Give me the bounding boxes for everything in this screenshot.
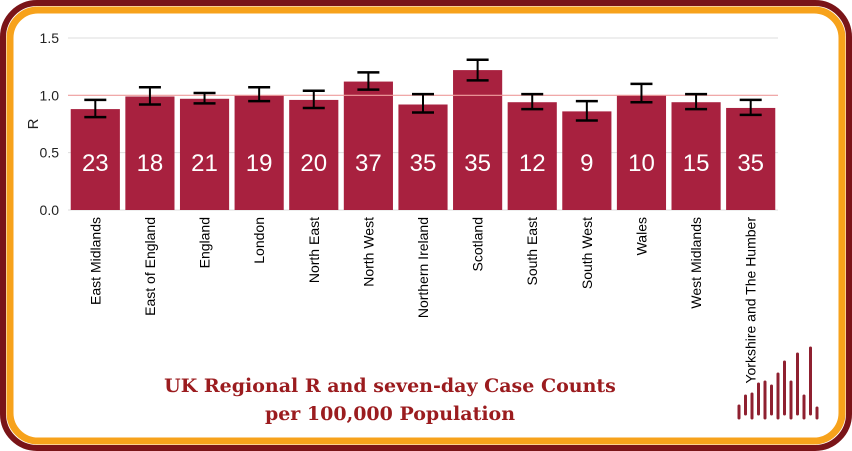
y-tick-label: 0.5 (40, 145, 60, 161)
bar (289, 99, 339, 210)
error-bar (575, 99, 598, 122)
bar-value-label: 19 (246, 150, 273, 177)
chart-title-line-1: UK Regional R and seven-day Case Counts (164, 375, 616, 397)
bar (125, 96, 175, 210)
bar-value-label: 9 (580, 150, 593, 177)
x-tick-label: Scotland (470, 217, 486, 271)
x-tick-label: West Midlands (688, 217, 704, 309)
error-bar (466, 58, 489, 82)
bar (671, 102, 721, 210)
x-tick-label: South East (524, 217, 540, 286)
bar-value-label: 12 (519, 150, 546, 177)
error-bar (357, 71, 380, 91)
error-bar (84, 98, 107, 119)
error-bar (302, 89, 325, 110)
bar-value-label: 37 (355, 150, 382, 177)
bar-value-label: 18 (137, 150, 164, 177)
logo-icon (737, 346, 819, 420)
x-tick-label: North East (306, 217, 322, 283)
y-axis-title: R (25, 118, 42, 129)
y-tick-label: 0.0 (40, 202, 60, 218)
bar (343, 81, 393, 210)
bar-value-label: 35 (737, 150, 764, 177)
error-bar (630, 82, 653, 104)
bar-value-label: 15 (683, 150, 710, 177)
x-tick-label: South West (579, 217, 595, 289)
bar (179, 98, 230, 210)
chart-title: UK Regional R and seven-day Case Counts … (150, 372, 630, 428)
bar (234, 95, 284, 210)
y-tick-label: 1.0 (40, 87, 60, 103)
error-bar (412, 92, 434, 114)
bar-value-label: 35 (410, 150, 437, 177)
error-bar (739, 98, 762, 117)
x-tick-label: East Midlands (87, 217, 103, 305)
plot-area: 0.0 0.5 1.0 1.5 R 23 East Midlands 18 East of En… (25, 30, 778, 384)
x-tick-label: Wales (633, 217, 649, 255)
bar (398, 104, 448, 210)
x-tick-label: East of England (142, 217, 158, 316)
error-bar (138, 86, 161, 106)
bar-value-label: 35 (464, 150, 491, 177)
bar (616, 95, 667, 210)
x-tick-label: England (197, 217, 213, 268)
x-tick-label: Northern Ireland (415, 217, 431, 318)
error-bar (193, 91, 216, 105)
bar-value-label: 10 (628, 150, 655, 177)
bar-value-label: 20 (300, 150, 327, 177)
error-bar (521, 92, 544, 111)
x-tick-label: Yorkshire and The Humber (743, 217, 759, 384)
bar-value-label: 21 (191, 150, 218, 177)
x-tick-label: North West (360, 217, 376, 287)
bar (726, 107, 776, 210)
bar-value-label: 23 (82, 150, 109, 177)
bar (507, 102, 557, 210)
x-tick-label: London (251, 217, 267, 264)
bar (562, 111, 612, 210)
chart-title-line-2: per 100,000 Population (264, 403, 516, 425)
y-tick-label: 1.5 (40, 30, 60, 46)
bar (453, 70, 503, 211)
error-bar (685, 92, 708, 111)
bar (70, 109, 120, 210)
error-bar (248, 86, 271, 103)
